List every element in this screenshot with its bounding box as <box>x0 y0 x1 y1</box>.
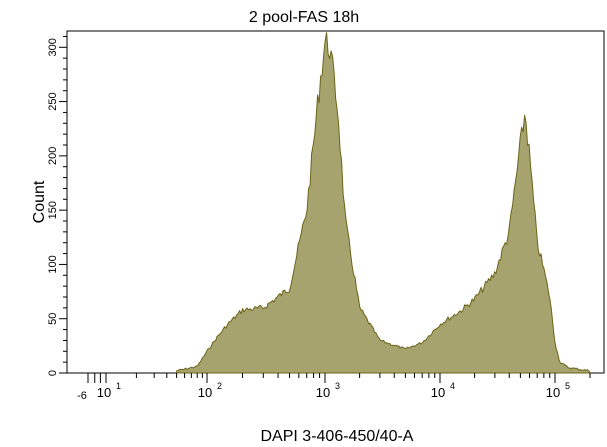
x-tick-label: 10 2 <box>198 381 222 400</box>
histogram-area <box>176 32 591 374</box>
y-axis: 0 50 100 150 200 250 300 <box>47 35 67 376</box>
y-tick-label: 150 <box>47 201 59 219</box>
x-tick-label: -6 <box>77 390 87 402</box>
x-tick-label-exponent: 4 <box>450 381 455 391</box>
x-tick-label-base: 10 <box>97 385 111 400</box>
histogram-series <box>176 32 591 374</box>
y-tick-label: 250 <box>47 92 59 110</box>
x-tick-label: 10 3 <box>316 381 340 400</box>
x-tick-label-exponent: 1 <box>116 381 121 391</box>
y-tick-label: 50 <box>47 313 59 325</box>
chart-title: 2 pool-FAS 18h <box>249 9 359 26</box>
x-tick-label-base: 10 <box>316 385 330 400</box>
x-tick-label: 10 5 <box>546 381 570 400</box>
x-axis-label: DAPI 3-406-450/40-A <box>261 428 414 445</box>
x-tick-label: 10 1 <box>97 381 121 400</box>
x-tick-label-text: -6 <box>77 390 87 402</box>
x-tick-label-base: 10 <box>198 385 212 400</box>
x-tick-label-exponent: 3 <box>335 381 340 391</box>
x-tick-label-exponent: 2 <box>217 381 222 391</box>
y-tick-label: 200 <box>47 147 59 165</box>
x-tick-label-exponent: 5 <box>565 381 570 391</box>
x-axis: -6 10 1 10 2 10 3 10 4 10 5 <box>77 373 591 402</box>
x-tick-label-base: 10 <box>546 385 560 400</box>
y-tick-label: 100 <box>47 255 59 273</box>
x-tick-label-base: 10 <box>431 385 445 400</box>
y-tick-label: 300 <box>47 38 59 56</box>
y-tick-label: 0 <box>47 370 59 376</box>
x-tick-label: 10 4 <box>431 381 455 400</box>
y-axis-label: Count <box>31 180 48 223</box>
